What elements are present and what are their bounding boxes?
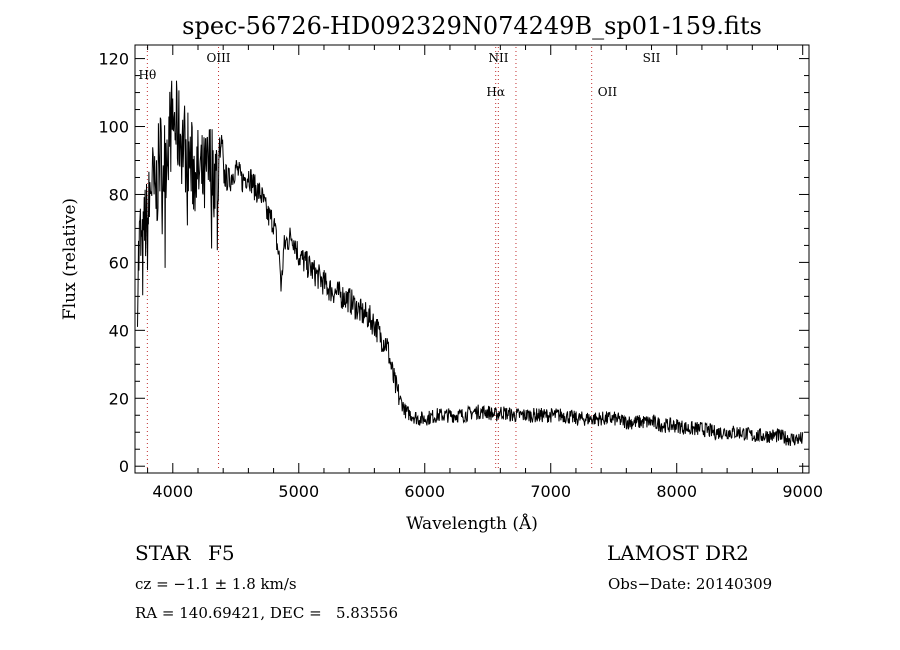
line-label-3: Hα (486, 85, 505, 99)
plot-frame (134, 44, 810, 474)
y-tick-label: 120 (98, 50, 129, 69)
x-tick-label: 6000 (404, 482, 445, 501)
line-label-0: Hθ (138, 68, 156, 82)
y-axis-label: Flux (relative) (60, 198, 80, 320)
line-label-2: NII (488, 51, 508, 65)
object-class-label: STAR (135, 541, 191, 565)
spectrum-line (137, 80, 804, 446)
line-label-4: OII (598, 85, 618, 99)
x-axis-label: Wavelength (Å) (406, 513, 538, 534)
y-tick-label: 0 (119, 457, 129, 476)
y-tick-label: 80 (109, 185, 129, 204)
x-tick-label: 8000 (656, 482, 697, 501)
y-tick-label: 40 (109, 321, 129, 340)
y-tick-label: 20 (109, 389, 129, 408)
x-tick-label: 4000 (152, 482, 193, 501)
x-tick-label: 9000 (782, 482, 823, 501)
survey-label: LAMOST DR2 (607, 541, 749, 565)
x-tick-label: 7000 (530, 482, 571, 501)
x-tick-label: 5000 (278, 482, 319, 501)
redshift-label: cz = −1.1 ± 1.8 km/s (135, 575, 297, 593)
y-tick-label: 60 (109, 253, 129, 272)
object-subclass-label: F5 (208, 541, 235, 565)
obs-date-label: Obs−Date: 20140309 (608, 575, 773, 593)
y-tick-label: 100 (98, 118, 129, 137)
line-label-5: SII (643, 51, 661, 65)
line-label-1: OIII (206, 51, 230, 65)
chart-title: spec-56726-HD092329N074249B_sp01-159.fit… (182, 12, 762, 40)
coordinates-label: RA = 140.69421, DEC = 5.83556 (135, 604, 399, 622)
